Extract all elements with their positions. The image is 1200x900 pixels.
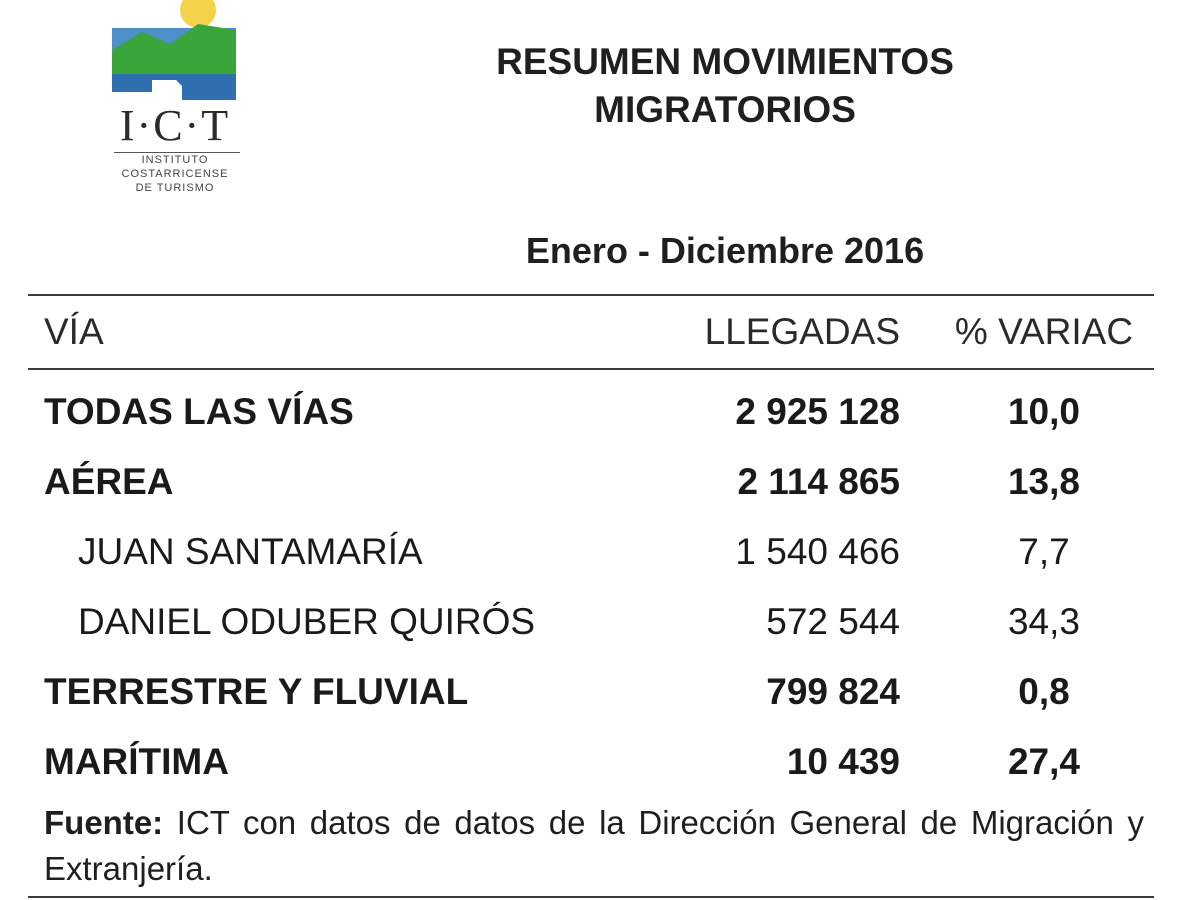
row-llegadas: 799 824 — [766, 671, 900, 712]
logo-divider — [114, 152, 240, 153]
logo-subtitle-line-3: DE TURISMO — [135, 182, 215, 194]
row-via: MARÍTIMA — [44, 741, 229, 782]
table-row: DANIEL ODUBER QUIRÓS 572 544 34,3 — [44, 592, 1144, 652]
row-variacion: 34,3 — [1007, 601, 1080, 642]
table-row: TODAS LAS VÍAS 2 925 128 10,0 — [44, 382, 1144, 442]
table-header-rule — [28, 368, 1154, 370]
header-via: VÍA — [44, 311, 104, 352]
logo-subtitle-line-2: COSTARRICENSE — [121, 168, 229, 180]
table-header-row: VÍA LLEGADAS % VARIAC — [44, 302, 1144, 362]
period-label: Enero - Diciembre 2016 — [525, 230, 925, 271]
header-llegadas: LLEGADAS — [704, 311, 900, 352]
source-label: Fuente: — [44, 804, 164, 841]
row-llegadas: 1 540 466 — [735, 531, 900, 572]
row-variacion: 10,0 — [1007, 391, 1080, 432]
ict-landscape-icon — [112, 0, 236, 100]
row-via: TERRESTRE Y FLUVIAL — [44, 671, 469, 712]
row-llegadas: 2 114 865 — [737, 461, 900, 502]
row-llegadas: 2 925 128 — [735, 391, 900, 432]
row-llegadas: 10 439 — [786, 741, 900, 782]
header-variacion: % VARIAC — [954, 311, 1134, 352]
row-variacion: 13,8 — [1007, 461, 1080, 502]
row-variacion: 0,8 — [1018, 671, 1070, 712]
table-row: TERRESTRE Y FLUVIAL 799 824 0,8 — [44, 662, 1144, 722]
table-bottom-rule — [28, 896, 1154, 898]
row-via: DANIEL ODUBER QUIRÓS — [78, 601, 536, 642]
table-row: MARÍTIMA 10 439 27,4 — [44, 732, 1144, 792]
page-title: RESUMEN MOVIMIENTOS MIGRATORIOS — [400, 38, 1050, 134]
source-note: Fuente: ICT con datos de datos de la Dir… — [44, 800, 1144, 892]
title-line-1: RESUMEN MOVIMIENTOS — [496, 41, 954, 82]
row-via: JUAN SANTAMARÍA — [78, 531, 423, 572]
title-line-2: MIGRATORIOS — [594, 89, 856, 130]
row-via: AÉREA — [44, 461, 174, 502]
row-variacion: 7,7 — [1018, 531, 1070, 572]
table-row: JUAN SANTAMARÍA 1 540 466 7,7 — [44, 522, 1144, 582]
logo-subtitle-line-1: INSTITUTO — [141, 154, 209, 166]
table-top-rule — [28, 294, 1154, 296]
ict-logo: I·C·T INSTITUTO COSTARRICENSE DE TURISMO — [108, 0, 242, 204]
row-variacion: 27,4 — [1007, 741, 1080, 782]
row-via: TODAS LAS VÍAS — [44, 391, 354, 432]
row-llegadas: 572 544 — [766, 601, 900, 642]
logo-acronym: I·C·T — [119, 101, 231, 150]
table-row: AÉREA 2 114 865 13,8 — [44, 452, 1144, 512]
source-text: ICT con datos de datos de la Dirección G… — [44, 804, 1144, 887]
